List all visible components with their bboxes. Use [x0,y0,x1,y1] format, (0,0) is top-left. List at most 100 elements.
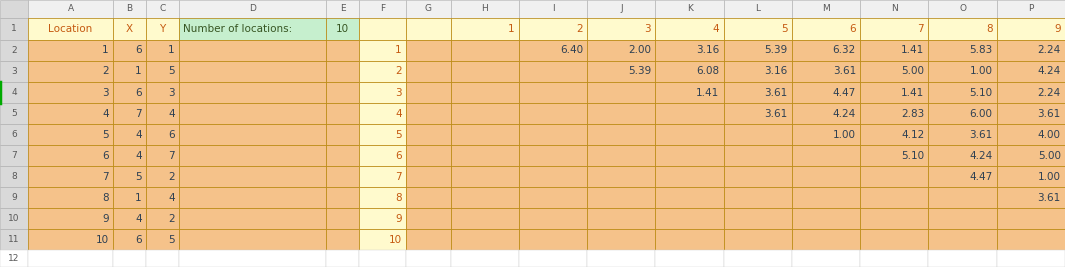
Text: K: K [687,5,692,13]
Text: 7: 7 [135,108,142,119]
Bar [587,61,655,82]
Text: 1.00: 1.00 [969,66,993,76]
Text: 3.61: 3.61 [1037,108,1061,119]
Bar [0,124,29,145]
Text: O: O [960,5,966,13]
Text: 1.41: 1.41 [901,45,924,56]
Bar [0,0,29,18]
Text: 10: 10 [9,214,20,223]
Bar [792,250,861,267]
Bar [724,82,792,103]
Bar [326,208,359,229]
Bar [146,187,179,208]
Text: 5.39: 5.39 [628,66,651,76]
Bar [146,145,179,166]
Text: 9: 9 [1054,24,1061,34]
Bar [450,187,519,208]
Text: 6: 6 [168,129,175,140]
Bar [792,103,861,124]
Text: 3.61: 3.61 [765,88,788,97]
Bar [587,0,655,18]
Bar [929,145,997,166]
Text: 8: 8 [12,172,17,181]
Bar [406,82,450,103]
Bar [724,208,792,229]
Text: 4: 4 [395,108,402,119]
Bar [29,18,113,40]
Bar [29,250,113,267]
Text: H: H [481,5,488,13]
Text: 6.08: 6.08 [697,66,720,76]
Bar [519,82,587,103]
Bar [997,61,1065,82]
Bar [359,82,406,103]
Bar [326,103,359,124]
Bar [929,187,997,208]
Text: 10: 10 [335,24,349,34]
Text: 4: 4 [168,193,175,203]
Bar [929,229,997,250]
Text: A: A [67,5,73,13]
Bar [997,18,1065,40]
Bar [519,145,587,166]
Bar [450,103,519,124]
Text: G: G [425,5,431,13]
Bar [724,145,792,166]
Bar [0,229,29,250]
Bar [29,229,113,250]
Text: 2.24: 2.24 [1037,88,1061,97]
Text: 2.00: 2.00 [628,45,651,56]
Text: P: P [1028,5,1033,13]
Text: 2: 2 [12,46,17,55]
Bar [655,145,724,166]
Bar [179,103,326,124]
Text: D: D [249,5,256,13]
Bar [113,61,146,82]
Bar [359,229,406,250]
Text: B: B [127,5,132,13]
Bar [997,250,1065,267]
Bar [587,229,655,250]
Bar [861,103,929,124]
Bar [587,187,655,208]
Text: 4: 4 [135,129,142,140]
Bar [519,103,587,124]
Bar [406,18,450,40]
Bar [792,187,861,208]
Bar [655,103,724,124]
Bar [29,187,113,208]
Text: L: L [755,5,760,13]
Bar [406,229,450,250]
Bar [792,208,861,229]
Bar [929,18,997,40]
Bar [519,229,587,250]
Bar [406,40,450,61]
Bar [587,124,655,145]
Bar [655,18,724,40]
Bar [724,18,792,40]
Bar [997,187,1065,208]
Bar [792,229,861,250]
Text: 5.00: 5.00 [1037,151,1061,160]
Bar [406,166,450,187]
Text: 6: 6 [12,130,17,139]
Bar [146,124,179,145]
Text: 2: 2 [168,214,175,224]
Bar [792,166,861,187]
Bar [655,124,724,145]
Text: 4: 4 [712,24,720,34]
Bar [792,124,861,145]
Bar [179,250,326,267]
Bar [587,18,655,40]
Bar [929,166,997,187]
Bar [587,208,655,229]
Text: 9: 9 [102,214,109,224]
Bar [29,208,113,229]
Bar [146,61,179,82]
Bar [359,103,406,124]
Text: 1: 1 [135,66,142,76]
Text: 3.16: 3.16 [765,66,788,76]
Bar [146,250,179,267]
Bar [179,61,326,82]
Bar [113,166,146,187]
